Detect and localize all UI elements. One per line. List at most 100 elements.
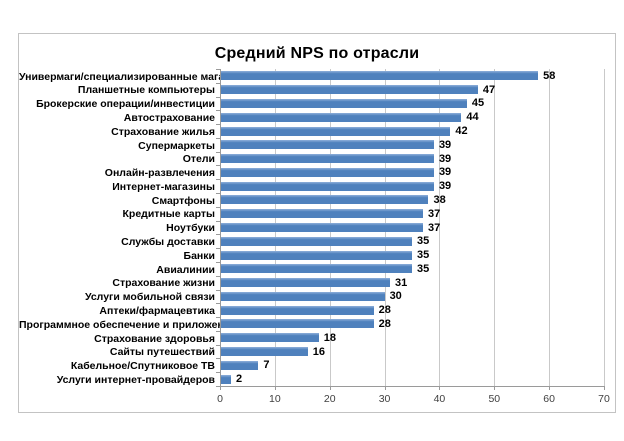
x-axis-tick-30 [384, 386, 386, 390]
category-label-5: Супермаркеты [138, 139, 215, 152]
category-label-4: Страхование жилья [111, 125, 215, 138]
nps-bar-chart: Средний NPS по отрасли Универмаги/специа… [18, 33, 616, 413]
category-tick-22 [216, 372, 220, 374]
value-label-5: 39 [438, 138, 452, 151]
category-label-21: Кабельное/Спутниковое ТВ [70, 360, 215, 373]
bar-15 [220, 278, 391, 288]
bar-19 [220, 333, 319, 343]
x-axis-tick-60 [549, 386, 551, 390]
category-label-19: Страхование здоровья [94, 332, 215, 345]
x-tick-label-30: 30 [378, 393, 391, 405]
category-tick-10 [216, 206, 220, 208]
category-tick-15 [216, 275, 220, 277]
category-label-9: Смартфоны [151, 194, 215, 207]
category-tick-0 [216, 69, 220, 70]
value-label-9: 38 [433, 193, 446, 206]
bar-12 [220, 236, 412, 246]
bar-4 [220, 126, 451, 136]
x-tick-label-50: 50 [488, 393, 501, 405]
x-axis-tick-40 [439, 386, 441, 390]
bar-9 [220, 195, 429, 205]
category-tick-21 [216, 358, 220, 360]
value-label-11: 37 [427, 221, 441, 234]
value-label-21: 7 [263, 359, 270, 372]
bar-13 [220, 250, 412, 260]
category-tick-9 [216, 193, 220, 195]
value-label-10: 37 [427, 207, 441, 220]
category-label-6: Отели [182, 153, 215, 166]
bar-14 [220, 264, 412, 274]
bar-18 [220, 319, 374, 329]
category-label-11: Ноутбуки [166, 222, 215, 235]
category-label-16: Услуги мобильной связи [84, 291, 215, 304]
category-tick-7 [216, 165, 220, 167]
category-tick-4 [216, 124, 220, 126]
bar-8 [220, 181, 434, 191]
bar-1 [220, 85, 478, 95]
category-label-22: Услуги интернет-провайдеров [56, 373, 215, 386]
category-label-8: Интернет-магазины [112, 180, 215, 193]
x-tick-label-60: 60 [543, 393, 555, 405]
bar-0 [220, 71, 539, 81]
category-label-7: Онлайн-развлечения [104, 167, 215, 180]
category-tick-1 [216, 82, 220, 84]
bar-21 [220, 360, 259, 370]
category-tick-11 [216, 220, 220, 222]
category-tick-19 [216, 330, 220, 332]
bar-22 [220, 374, 231, 384]
value-label-17: 28 [378, 304, 391, 317]
category-label-12: Службы доставки [121, 236, 215, 249]
category-label-2: Брокерские операции/инвестиции [36, 98, 215, 111]
category-tick-6 [216, 151, 220, 153]
category-tick-17 [216, 303, 220, 305]
gridline-x-40 [439, 69, 441, 386]
x-axis-tick-20 [329, 386, 331, 390]
value-label-14: 35 [417, 262, 430, 275]
category-label-10: Кредитные карты [122, 208, 215, 221]
category-tick-16 [216, 289, 220, 291]
value-label-18: 28 [378, 317, 391, 330]
category-label-3: Автострахование [123, 111, 215, 124]
category-axis-labels: Универмаги/специализированные магазины Пл… [19, 69, 252, 386]
plot-area: 58 47 45 44 42 39 39 39 39 38 37 37 35 35 35 31 30 28 28 18… [216, 69, 610, 405]
category-tick-5 [216, 137, 220, 139]
category-label-0: Универмаги/специализированные магазины [19, 70, 252, 83]
category-tick-23 [216, 386, 220, 387]
value-label-3: 44 [466, 111, 479, 124]
bar-17 [220, 305, 374, 315]
gridline-x-60 [549, 69, 551, 386]
value-label-6: 39 [438, 152, 452, 165]
x-axis-tick-50 [494, 386, 496, 390]
category-label-13: Банки [183, 249, 215, 262]
gridline-x-70 [604, 69, 605, 386]
category-tick-18 [216, 317, 220, 319]
value-label-1: 47 [482, 83, 496, 96]
x-tick-label-20: 20 [323, 393, 336, 405]
value-label-20: 16 [312, 345, 326, 358]
category-label-18: Программное обеспечение и приложения [19, 318, 237, 331]
category-tick-20 [216, 344, 220, 346]
bar-3 [220, 112, 462, 122]
value-axis-line [220, 386, 604, 387]
category-tick-3 [216, 110, 220, 112]
x-axis-tick-70 [604, 386, 605, 390]
value-label-8: 39 [438, 180, 452, 193]
category-label-14: Авиалинии [156, 263, 215, 276]
value-label-15: 31 [395, 276, 408, 289]
x-tick-label-40: 40 [433, 393, 446, 405]
category-label-20: Сайты путешествий [109, 346, 215, 359]
category-tick-13 [216, 248, 220, 250]
category-tick-8 [216, 179, 220, 181]
value-label-16: 30 [389, 290, 402, 303]
bar-7 [220, 167, 434, 177]
bar-2 [220, 98, 467, 108]
category-label-17: Аптеки/фармацевтика [99, 304, 215, 317]
category-tick-12 [216, 234, 220, 236]
x-tick-label-70: 70 [598, 393, 610, 405]
chart-title: Средний NPS по отрасли [214, 45, 420, 62]
value-label-22: 2 [235, 373, 243, 386]
value-label-7: 39 [438, 166, 452, 179]
bar-20 [220, 347, 308, 357]
value-label-0: 58 [543, 69, 556, 82]
